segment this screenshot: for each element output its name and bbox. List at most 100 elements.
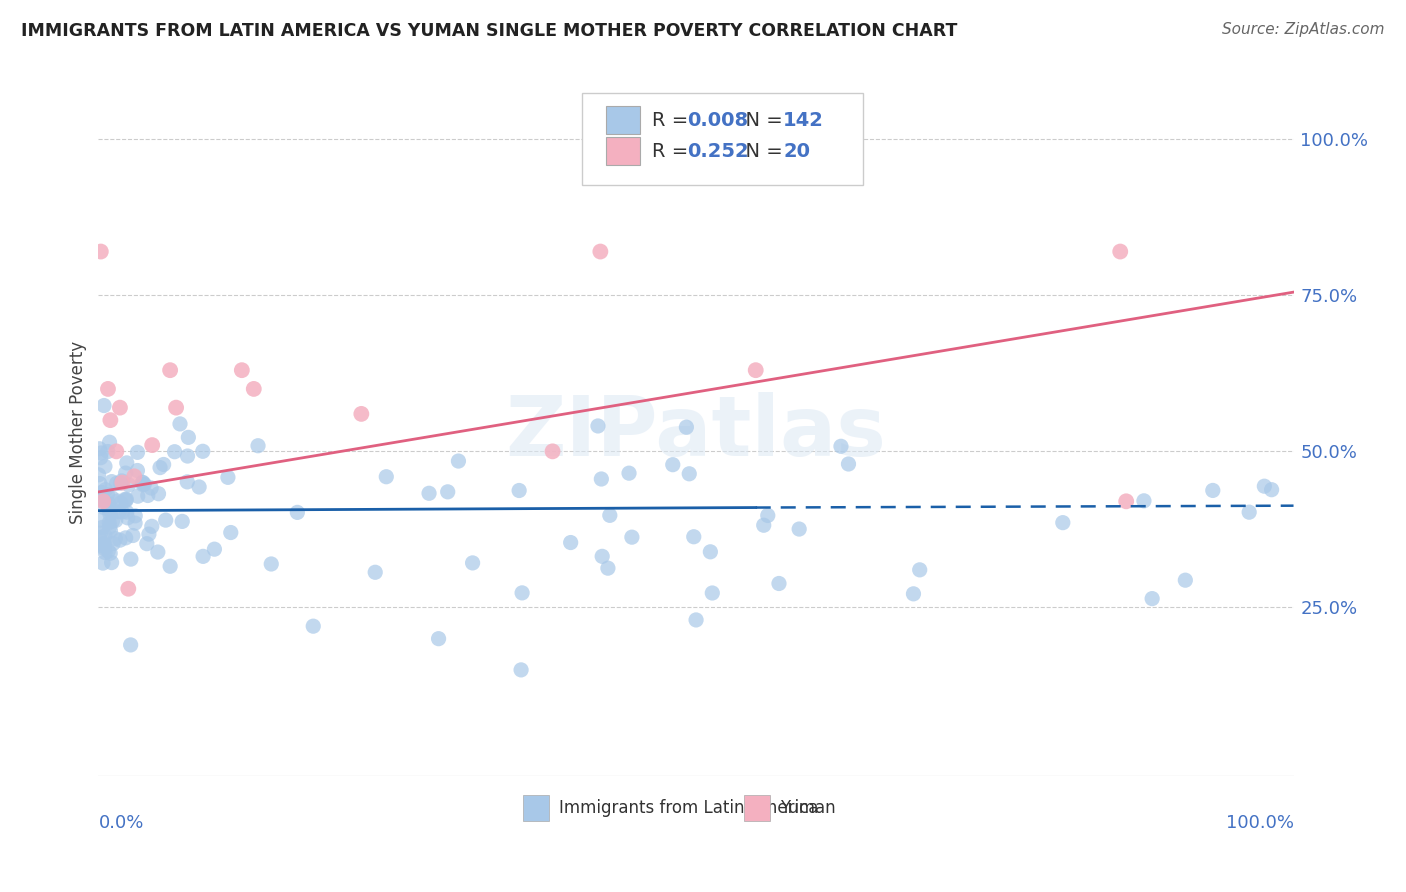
Point (702, 586, 724, 600)
Point (138, 527, 160, 541)
Point (114, 492, 136, 507)
Point (98, 546, 121, 560)
Y-axis label: Single Mother Poverty: Single Mother Poverty (69, 341, 87, 524)
Point (136, 488, 159, 502)
Point (101, 514, 124, 528)
Point (105, 444, 128, 458)
Point (752, 518, 775, 533)
Point (98, 508, 121, 522)
Point (756, 508, 779, 523)
Point (165, 401, 187, 415)
Point (191, 444, 214, 458)
Point (111, 505, 134, 519)
Point (1052, 516, 1074, 530)
Point (830, 439, 852, 453)
Point (699, 545, 721, 559)
Point (135, 536, 157, 550)
Point (97, 382, 120, 396)
Point (89, 491, 111, 505)
Point (148, 487, 170, 501)
Point (87, 531, 110, 545)
Point (745, 363, 768, 377)
Point (108, 533, 131, 548)
Point (159, 559, 181, 574)
Point (159, 363, 181, 377)
Point (93, 399, 115, 413)
Point (131, 475, 153, 490)
Point (111, 474, 134, 488)
Point (152, 458, 174, 472)
Point (176, 449, 198, 463)
Point (163, 444, 186, 458)
Point (94, 529, 117, 543)
Point (146, 545, 169, 559)
Text: R =: R = (652, 111, 695, 129)
Point (108, 401, 131, 415)
Point (447, 454, 470, 468)
Point (510, 663, 533, 677)
Point (591, 472, 613, 486)
Point (596, 561, 619, 575)
Point (131, 475, 153, 490)
FancyBboxPatch shape (582, 93, 863, 186)
Point (418, 486, 440, 500)
Text: IMMIGRANTS FROM LATIN AMERICA VS YUMAN SINGLE MOTHER POVERTY CORRELATION CHART: IMMIGRANTS FROM LATIN AMERICA VS YUMAN S… (21, 22, 957, 40)
Point (118, 478, 141, 492)
Point (1140, 591, 1163, 606)
Point (787, 522, 810, 536)
Point (91, 485, 114, 500)
Point (231, 363, 253, 377)
Point (685, 613, 707, 627)
Point (260, 557, 283, 571)
Point (124, 508, 146, 523)
Point (105, 476, 128, 491)
Point (97, 497, 120, 511)
Point (427, 632, 450, 646)
Point (108, 504, 131, 518)
Point (89, 492, 111, 507)
Point (87, 467, 110, 482)
Point (104, 513, 127, 527)
Point (93, 493, 115, 508)
Point (97, 544, 120, 558)
Point (837, 457, 859, 471)
Point (94, 483, 117, 497)
Point (94, 459, 117, 474)
Point (91, 556, 114, 570)
Point (115, 505, 138, 519)
Point (541, 444, 564, 458)
Text: 0.252: 0.252 (688, 142, 749, 161)
Point (204, 542, 226, 557)
Point (90, 485, 112, 500)
Point (110, 476, 132, 491)
Point (1253, 479, 1275, 493)
Point (91, 520, 114, 534)
Point (141, 438, 163, 452)
Point (114, 466, 136, 480)
Point (100, 475, 122, 489)
Point (134, 477, 156, 491)
Text: ZIPatlas: ZIPatlas (506, 392, 886, 473)
Point (98, 516, 121, 530)
Point (117, 582, 139, 596)
Point (302, 619, 325, 633)
Point (617, 466, 640, 480)
Text: R =: R = (652, 142, 695, 161)
Point (97, 444, 120, 458)
Point (115, 456, 138, 470)
Point (169, 417, 191, 431)
Text: 142: 142 (783, 111, 824, 129)
Point (110, 496, 132, 510)
Point (177, 430, 200, 444)
Point (768, 576, 790, 591)
Point (94, 545, 117, 559)
Point (101, 491, 124, 505)
Point (1237, 505, 1260, 519)
Point (115, 493, 138, 508)
Point (217, 470, 239, 484)
Point (89, 526, 111, 541)
Point (93, 500, 115, 515)
Point (121, 528, 143, 542)
Point (682, 530, 704, 544)
FancyBboxPatch shape (523, 795, 548, 821)
